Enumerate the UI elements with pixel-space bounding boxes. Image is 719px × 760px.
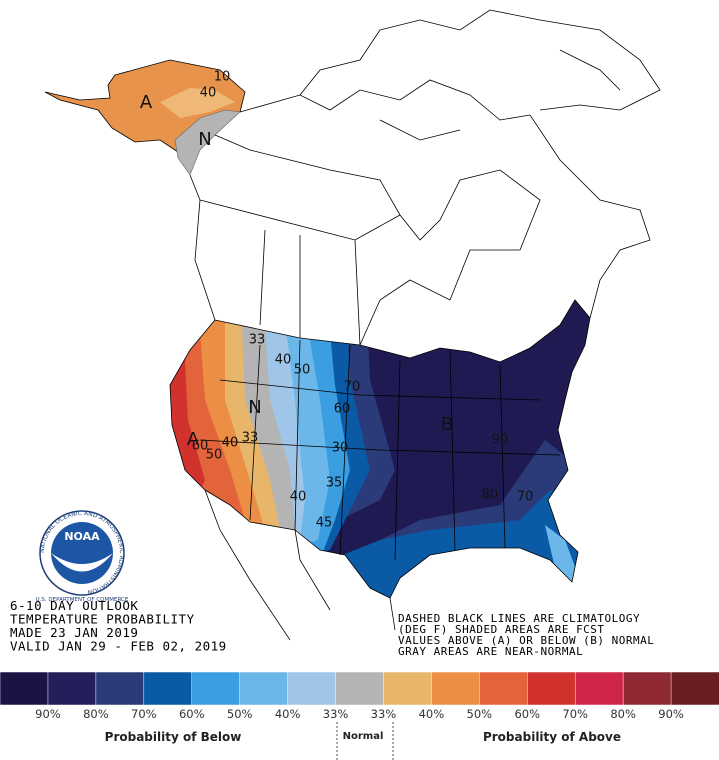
mexico-outline — [204, 489, 396, 641]
legend-label: 90% — [658, 707, 684, 721]
map-label: 60 — [192, 439, 209, 454]
legend-swatch — [527, 671, 576, 706]
map-label: A — [187, 429, 200, 450]
legend-label: 40% — [275, 707, 301, 721]
legend-label: 33% — [323, 707, 349, 721]
note-line: DASHED BLACK LINES ARE CLIMATOLOGY — [398, 612, 640, 625]
legend-label: 70% — [562, 707, 588, 721]
legend-label: 50% — [227, 707, 253, 721]
note-line: (DEG F) SHADED AREAS ARE FCST — [398, 623, 605, 636]
info-line: TEMPERATURE PROBABILITY — [10, 612, 195, 627]
map-label: 33 — [249, 333, 266, 348]
map-label: B — [441, 414, 453, 435]
map-label: 40 — [275, 353, 292, 368]
legend-caption: Normal — [343, 731, 384, 742]
map-label: N — [198, 129, 211, 150]
map-label: 10 — [214, 70, 231, 85]
map-label: A — [140, 92, 153, 113]
map-label: 70 — [517, 490, 534, 505]
legend-swatch — [239, 671, 289, 706]
logo-gull — [51, 553, 113, 572]
legend-swatch — [383, 671, 433, 706]
map-label: 40 — [222, 436, 239, 451]
map-label: 33 — [242, 431, 259, 446]
map-label: 60 — [334, 402, 351, 417]
map-label: 90 — [492, 433, 509, 448]
logo-name: NOAA — [64, 530, 100, 543]
alaska-light — [160, 88, 235, 118]
state-lines — [199, 339, 561, 561]
canada-outline — [189, 79, 651, 346]
map-label: 45 — [316, 516, 333, 531]
legend-caption: Probability of Above — [483, 730, 621, 744]
legend-swatch — [670, 671, 719, 706]
outlook-notes: DASHED BLACK LINES ARE CLIMATOLOGY(DEG F… — [398, 612, 654, 658]
arctic-outline — [299, 9, 661, 141]
conus-outline — [169, 299, 591, 599]
map-label: 50 — [206, 448, 223, 463]
info-line: MADE 23 JAN 2019 — [10, 625, 138, 640]
legend-label: 70% — [131, 707, 157, 721]
legend-swatch — [479, 671, 529, 706]
map-label: 35 — [326, 476, 343, 491]
conus-shading — [170, 300, 590, 598]
map-label: 30 — [332, 441, 349, 456]
map-label: 50 — [294, 363, 311, 378]
legend: Probability of Below Normal Probability … — [0, 671, 719, 760]
legend-swatch — [574, 671, 624, 706]
legend-label: 80% — [610, 707, 636, 721]
legend-swatch — [191, 671, 241, 706]
note-line: VALUES ABOVE (A) OR BELOW (B) NORMAL — [398, 634, 654, 647]
info-line: VALID JAN 29 - FEB 02, 2019 — [10, 639, 227, 654]
map-label: 70 — [344, 380, 361, 395]
legend-swatch — [431, 671, 481, 706]
legend-label: 33% — [371, 707, 397, 721]
map-label: 40 — [290, 490, 307, 505]
legend-label: 60% — [514, 707, 540, 721]
legend-label: 60% — [179, 707, 205, 721]
legend-label: 50% — [467, 707, 493, 721]
legend-swatch — [622, 671, 672, 706]
logo-disc — [51, 522, 113, 584]
map-label: N — [248, 397, 261, 418]
legend-label: 80% — [83, 707, 109, 721]
legend-swatch — [95, 671, 145, 706]
info-line: 6-10 DAY OUTLOOK — [10, 598, 138, 613]
map-label: 40 — [200, 86, 217, 101]
legend-swatch — [47, 671, 97, 706]
map-label: 80 — [482, 488, 499, 503]
legend-swatch — [143, 671, 193, 706]
note-line: GRAY AREAS ARE NEAR-NORMAL — [398, 645, 583, 658]
legend-swatch — [335, 671, 385, 706]
legend-swatch — [287, 671, 337, 706]
legend-caption: Probability of Below — [105, 730, 242, 744]
noaa-logo: NATIONAL OCEANIC AND ATMOSPHERIC ADMINIS… — [36, 510, 129, 603]
logo-department: U.S. DEPARTMENT OF COMMERCE — [36, 597, 129, 603]
legend-label: 40% — [419, 707, 445, 721]
map — [44, 9, 661, 641]
legend-label: 90% — [35, 707, 61, 721]
legend-swatch — [0, 671, 49, 706]
